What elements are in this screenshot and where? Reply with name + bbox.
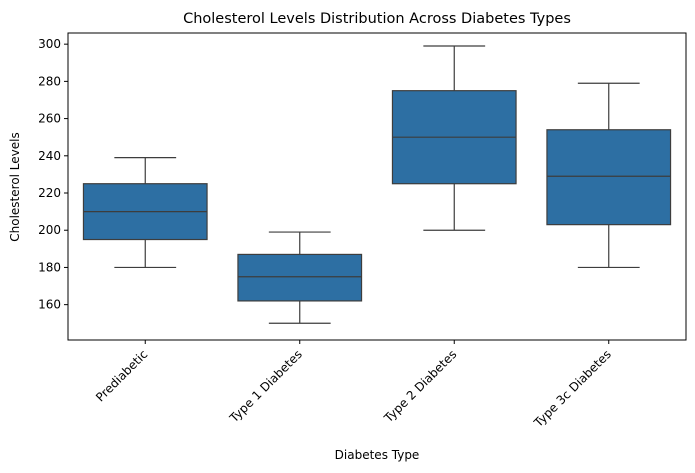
- x-tick-label: Prediabetic: [93, 347, 150, 404]
- y-tick-label: 220: [38, 186, 61, 200]
- x-tick-label: Type 1 Diabetes: [226, 347, 305, 426]
- y-tick-label: 280: [38, 74, 61, 88]
- plot-area: [82, 45, 672, 324]
- chart-title: Cholesterol Levels Distribution Across D…: [183, 11, 571, 27]
- y-tick-label: 200: [38, 223, 61, 237]
- y-tick-label: 240: [38, 149, 61, 163]
- y-tick-label: 160: [38, 298, 61, 312]
- y-axis-label: Cholesterol Levels: [8, 132, 22, 241]
- box-iqr: [237, 253, 363, 302]
- x-tick-label: Type 3c Diabetes: [531, 347, 614, 430]
- box-group: [546, 82, 672, 269]
- y-axis: 160 180 200 220 240 260 280 300: [38, 37, 68, 312]
- box-iqr: [546, 129, 672, 226]
- y-tick-label: 260: [38, 112, 61, 126]
- plot-frame: [67, 32, 687, 341]
- y-tick-label: 180: [38, 260, 61, 274]
- x-tick-label: Type 2 Diabetes: [381, 347, 460, 426]
- x-axis-label: Diabetes Type: [335, 448, 420, 462]
- box-group: [237, 231, 363, 324]
- x-axis: Prediabetic Type 1 Diabetes Type 2 Diabete…: [93, 340, 614, 430]
- box-group: [82, 157, 208, 269]
- box-group: [391, 45, 517, 231]
- y-tick-label: 300: [38, 37, 61, 51]
